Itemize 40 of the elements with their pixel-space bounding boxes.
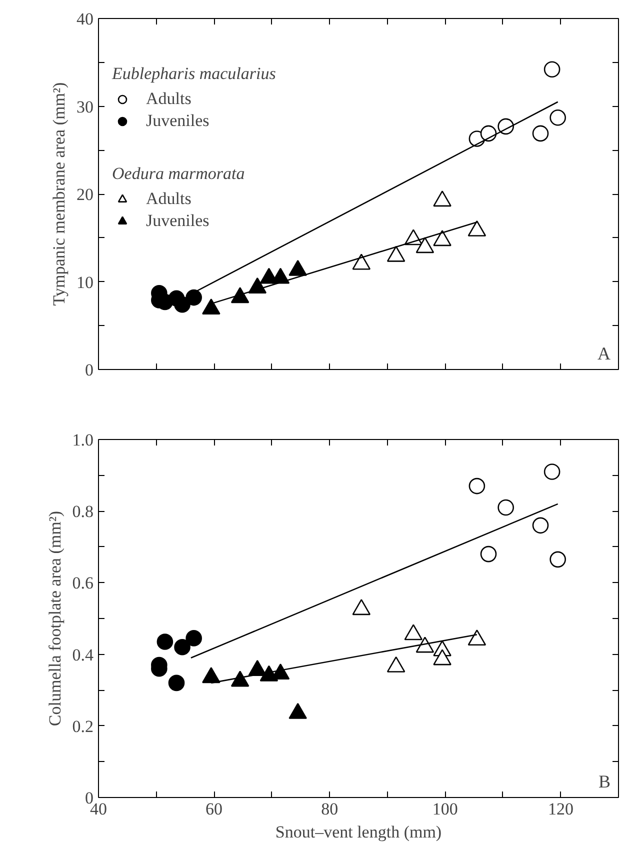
point [288,260,307,276]
point [544,61,560,78]
annotation: A [598,344,610,364]
point [271,268,290,284]
point [202,298,220,315]
legend-label: Juveniles [146,211,210,231]
legend-label: Adults [146,89,192,109]
point [550,110,566,126]
annotation: Eublepharis macularius [112,64,276,84]
y-tick-label: 0.2 [72,716,94,736]
point [386,246,406,262]
legend-label: Adults [146,189,192,209]
y-tick-label: 0 [85,788,94,808]
point [416,237,434,254]
y-tick-label: 1.0 [72,430,94,450]
point [352,254,371,270]
y-tick-label: 0.8 [72,502,94,522]
annotation: Oedura marmorata [112,164,245,184]
x-tick-label: 100 [432,800,458,818]
x-tick-label: 80 [321,800,338,818]
x-tick-label: 60 [206,800,223,818]
y-axis-title: Tympanic membrane area (mm²) [50,82,68,306]
y-tick-label: 40 [76,10,94,28]
point [468,220,486,236]
y-tick-label: 30 [76,97,94,116]
y-tick-label: 0 [85,360,94,380]
y-tick-label: 0.4 [72,645,94,664]
point [230,287,250,304]
x-axis-title: Snout–vent length (mm) [275,822,442,842]
y-tick-label: 20 [76,185,94,204]
y-tick-label: 10 [76,272,94,292]
legend-label: Juveniles [146,111,210,131]
point [433,190,452,207]
annotation: B [598,772,611,792]
point [480,125,497,142]
y-tick-label: 0.6 [72,574,94,593]
point [433,230,452,246]
x-tick-label: 120 [548,800,574,818]
point [532,125,549,142]
y-axis-title: Columella footplate area (mm²) [45,510,64,726]
